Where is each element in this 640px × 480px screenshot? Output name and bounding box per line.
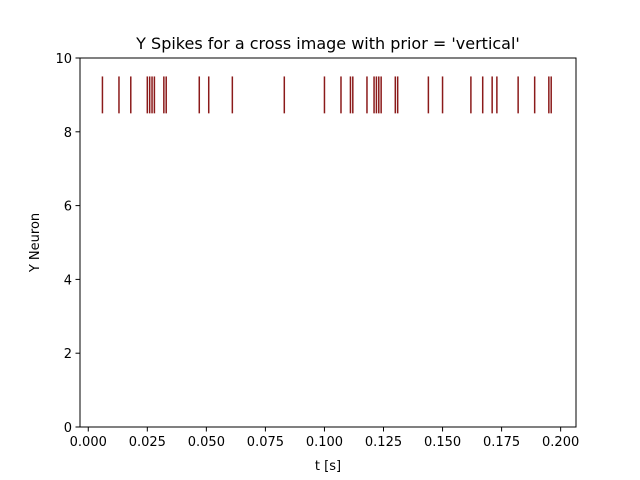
x-tick-label: 0.100 <box>306 435 343 450</box>
x-tick-label: 0.075 <box>247 435 284 450</box>
x-tick-label: 0.150 <box>424 435 461 450</box>
x-tick-label: 0.000 <box>70 435 107 450</box>
y-tick-label: 4 <box>64 273 72 288</box>
x-axis-label: t [s] <box>315 459 341 474</box>
x-tick-label: 0.200 <box>542 435 579 450</box>
x-tick-label: 0.125 <box>365 435 402 450</box>
y-tick-label: 6 <box>64 200 72 215</box>
y-tick-label: 8 <box>64 126 72 141</box>
plot-area: 0.000 0.025 0.050 0.075 0.100 0.125 0.150 0.175… <box>55 52 579 450</box>
chart-title: Y Spikes for a cross image with prior = … <box>135 34 520 53</box>
y-tick-label: 2 <box>64 347 72 362</box>
x-tick-label: 0.175 <box>483 435 520 450</box>
y-tick-label: 10 <box>55 52 72 67</box>
x-tick-label: 0.025 <box>129 435 166 450</box>
y-axis-label: Y Neuron <box>28 213 43 273</box>
axes-frame <box>79 57 577 428</box>
y-tick-label: 0 <box>64 421 72 436</box>
x-tick-label: 0.050 <box>188 435 225 450</box>
